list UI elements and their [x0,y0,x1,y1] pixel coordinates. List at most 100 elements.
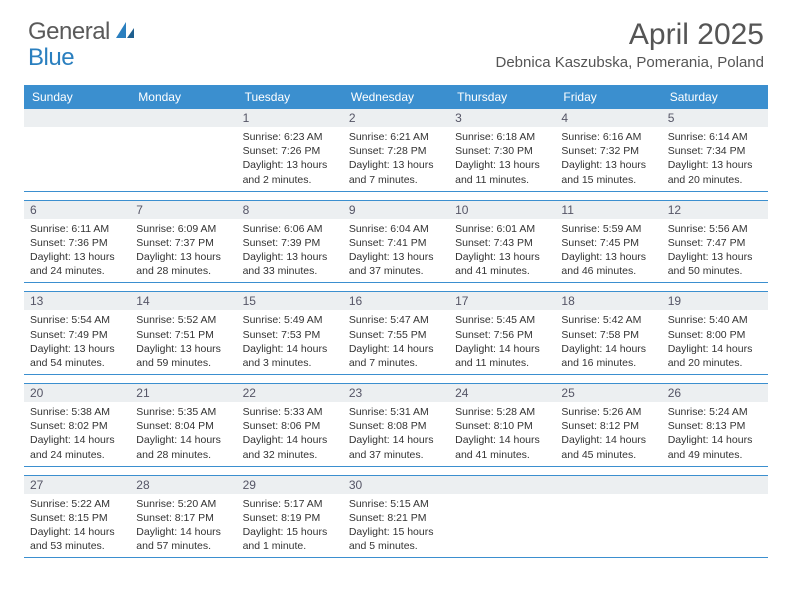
sunrise-text: Sunrise: 5:26 AM [561,405,655,419]
day-number: 8 [237,201,343,219]
day-cell: 27Sunrise: 5:22 AMSunset: 8:15 PMDayligh… [24,476,130,558]
sunset-text: Sunset: 8:08 PM [349,419,443,433]
day-header: Thursday [449,85,555,109]
sunrise-text: Sunrise: 5:35 AM [136,405,230,419]
day-number: 1 [237,109,343,127]
day-number: 2 [343,109,449,127]
sunset-text: Sunset: 8:04 PM [136,419,230,433]
sunset-text: Sunset: 7:55 PM [349,328,443,342]
sunrise-text: Sunrise: 5:45 AM [455,313,549,327]
daylight-text: Daylight: 13 hours and 24 minutes. [30,250,124,278]
day-number: 15 [237,292,343,310]
day-cell [449,476,555,558]
day-cell: 24Sunrise: 5:28 AMSunset: 8:10 PMDayligh… [449,384,555,466]
day-cell: 2Sunrise: 6:21 AMSunset: 7:28 PMDaylight… [343,109,449,191]
sunset-text: Sunset: 8:19 PM [243,511,337,525]
day-number: 30 [343,476,449,494]
day-detail: Sunrise: 5:56 AMSunset: 7:47 PMDaylight:… [662,219,768,283]
day-cell: 3Sunrise: 6:18 AMSunset: 7:30 PMDaylight… [449,109,555,191]
day-number: 25 [555,384,661,402]
sunset-text: Sunset: 8:15 PM [30,511,124,525]
daylight-text: Daylight: 13 hours and 41 minutes. [455,250,549,278]
day-header: Sunday [24,85,130,109]
day-header: Friday [555,85,661,109]
day-detail: Sunrise: 6:18 AMSunset: 7:30 PMDaylight:… [449,127,555,191]
daylight-text: Daylight: 13 hours and 2 minutes. [243,158,337,186]
day-detail: Sunrise: 5:26 AMSunset: 8:12 PMDaylight:… [555,402,661,466]
day-detail: Sunrise: 5:33 AMSunset: 8:06 PMDaylight:… [237,402,343,466]
day-detail: Sunrise: 5:42 AMSunset: 7:58 PMDaylight:… [555,310,661,374]
day-detail: Sunrise: 5:35 AMSunset: 8:04 PMDaylight:… [130,402,236,466]
sunset-text: Sunset: 7:53 PM [243,328,337,342]
day-number: 21 [130,384,236,402]
day-cell: 8Sunrise: 6:06 AMSunset: 7:39 PMDaylight… [237,201,343,283]
day-header: Saturday [662,85,768,109]
day-cell [24,109,130,191]
day-number [555,476,661,494]
page-header: General April 2025 Debnica Kaszubska, Po… [0,0,792,79]
day-number: 27 [24,476,130,494]
day-detail: Sunrise: 5:40 AMSunset: 8:00 PMDaylight:… [662,310,768,374]
daylight-text: Daylight: 13 hours and 28 minutes. [136,250,230,278]
sunrise-text: Sunrise: 5:28 AM [455,405,549,419]
day-number [449,476,555,494]
day-number: 13 [24,292,130,310]
day-cell [130,109,236,191]
day-detail: Sunrise: 5:24 AMSunset: 8:13 PMDaylight:… [662,402,768,466]
sunrise-text: Sunrise: 5:49 AM [243,313,337,327]
day-detail: Sunrise: 5:47 AMSunset: 7:55 PMDaylight:… [343,310,449,374]
logo-sail-icon [114,20,136,45]
day-number: 11 [555,201,661,219]
daylight-text: Daylight: 14 hours and 37 minutes. [349,433,443,461]
day-number: 17 [449,292,555,310]
day-detail: Sunrise: 6:09 AMSunset: 7:37 PMDaylight:… [130,219,236,283]
logo-text-general: General [28,18,110,46]
daylight-text: Daylight: 14 hours and 11 minutes. [455,342,549,370]
day-headers-row: Sunday Monday Tuesday Wednesday Thursday… [24,85,768,109]
day-cell: 4Sunrise: 6:16 AMSunset: 7:32 PMDaylight… [555,109,661,191]
day-cell: 7Sunrise: 6:09 AMSunset: 7:37 PMDaylight… [130,201,236,283]
day-number: 6 [24,201,130,219]
sunset-text: Sunset: 7:51 PM [136,328,230,342]
sunrise-text: Sunrise: 6:16 AM [561,130,655,144]
week-row: 27Sunrise: 5:22 AMSunset: 8:15 PMDayligh… [24,475,768,559]
day-detail: Sunrise: 5:22 AMSunset: 8:15 PMDaylight:… [24,494,130,558]
day-detail: Sunrise: 5:28 AMSunset: 8:10 PMDaylight:… [449,402,555,466]
sunset-text: Sunset: 7:39 PM [243,236,337,250]
day-cell: 29Sunrise: 5:17 AMSunset: 8:19 PMDayligh… [237,476,343,558]
day-detail: Sunrise: 5:54 AMSunset: 7:49 PMDaylight:… [24,310,130,374]
sunset-text: Sunset: 8:13 PM [668,419,762,433]
daylight-text: Daylight: 13 hours and 20 minutes. [668,158,762,186]
sunset-text: Sunset: 8:21 PM [349,511,443,525]
sunrise-text: Sunrise: 6:11 AM [30,222,124,236]
daylight-text: Daylight: 14 hours and 7 minutes. [349,342,443,370]
day-cell: 28Sunrise: 5:20 AMSunset: 8:17 PMDayligh… [130,476,236,558]
daylight-text: Daylight: 14 hours and 53 minutes. [30,525,124,553]
sunset-text: Sunset: 7:41 PM [349,236,443,250]
day-cell: 11Sunrise: 5:59 AMSunset: 7:45 PMDayligh… [555,201,661,283]
sunrise-text: Sunrise: 5:38 AM [30,405,124,419]
sunset-text: Sunset: 8:12 PM [561,419,655,433]
sunset-text: Sunset: 7:32 PM [561,144,655,158]
sunrise-text: Sunrise: 5:20 AM [136,497,230,511]
day-number: 20 [24,384,130,402]
day-cell [662,476,768,558]
day-detail: Sunrise: 5:17 AMSunset: 8:19 PMDaylight:… [237,494,343,558]
day-cell: 5Sunrise: 6:14 AMSunset: 7:34 PMDaylight… [662,109,768,191]
day-detail: Sunrise: 5:45 AMSunset: 7:56 PMDaylight:… [449,310,555,374]
day-cell: 1Sunrise: 6:23 AMSunset: 7:26 PMDaylight… [237,109,343,191]
day-number: 18 [555,292,661,310]
sunset-text: Sunset: 8:06 PM [243,419,337,433]
day-cell: 18Sunrise: 5:42 AMSunset: 7:58 PMDayligh… [555,292,661,374]
day-header: Tuesday [237,85,343,109]
day-number: 14 [130,292,236,310]
week-row: 13Sunrise: 5:54 AMSunset: 7:49 PMDayligh… [24,291,768,375]
daylight-text: Daylight: 13 hours and 46 minutes. [561,250,655,278]
week-row: 6Sunrise: 6:11 AMSunset: 7:36 PMDaylight… [24,200,768,284]
daylight-text: Daylight: 13 hours and 7 minutes. [349,158,443,186]
month-title: April 2025 [496,18,765,52]
daylight-text: Daylight: 14 hours and 41 minutes. [455,433,549,461]
sunrise-text: Sunrise: 5:24 AM [668,405,762,419]
day-cell: 20Sunrise: 5:38 AMSunset: 8:02 PMDayligh… [24,384,130,466]
sunrise-text: Sunrise: 6:18 AM [455,130,549,144]
